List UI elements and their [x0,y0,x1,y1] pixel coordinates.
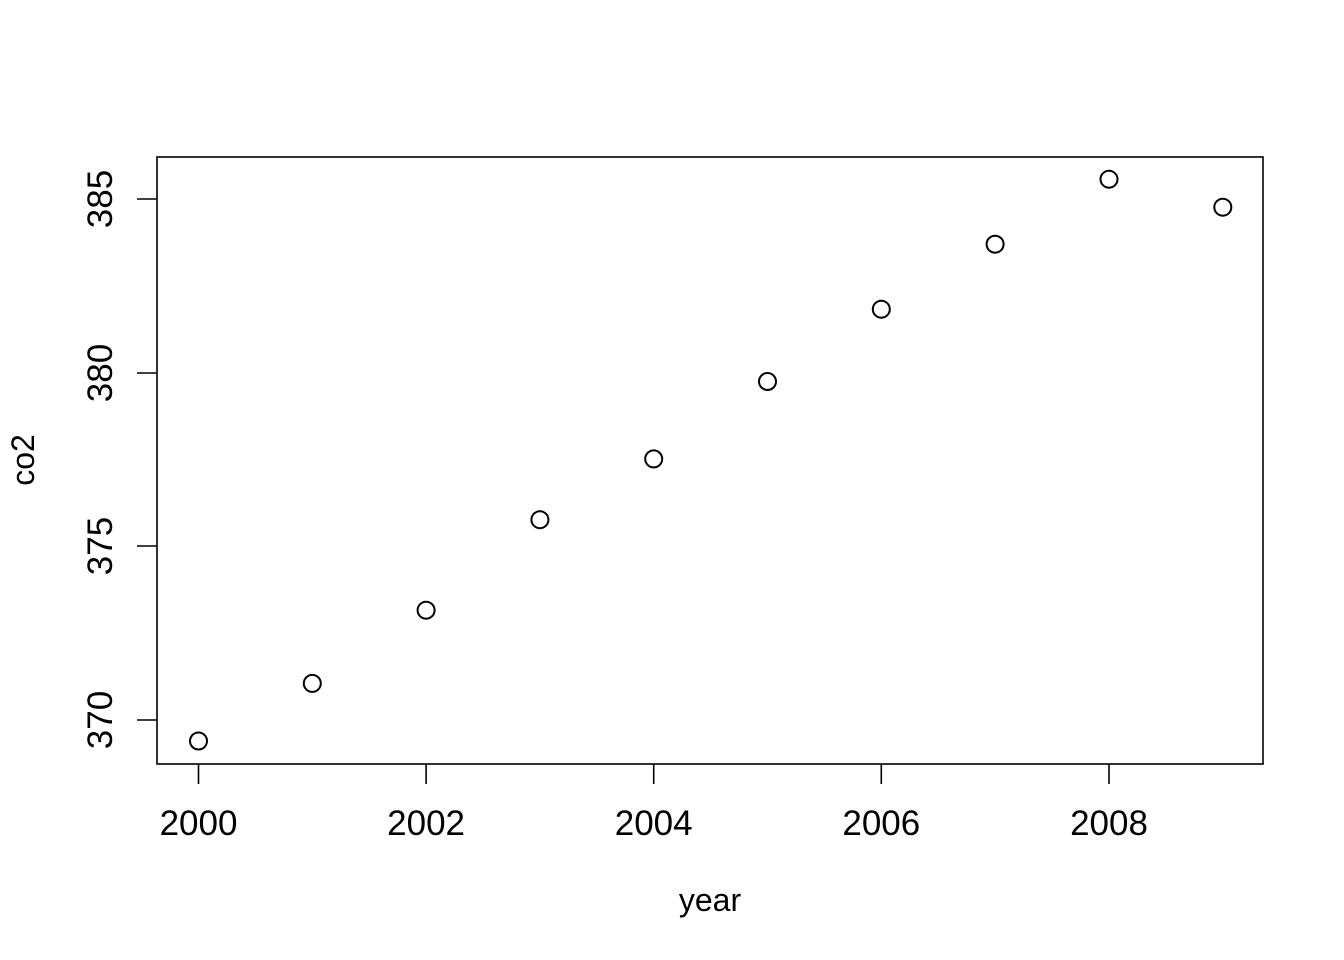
svg-text:2000: 2000 [160,804,238,843]
svg-text:2006: 2006 [842,804,920,843]
svg-text:year: year [679,882,742,918]
svg-text:2004: 2004 [615,804,693,843]
svg-text:370: 370 [81,691,120,749]
svg-text:2008: 2008 [1070,804,1148,843]
svg-text:385: 385 [81,170,120,228]
svg-text:2002: 2002 [387,804,465,843]
svg-text:375: 375 [81,517,120,575]
svg-text:co2: co2 [5,434,41,486]
svg-text:380: 380 [81,344,120,402]
